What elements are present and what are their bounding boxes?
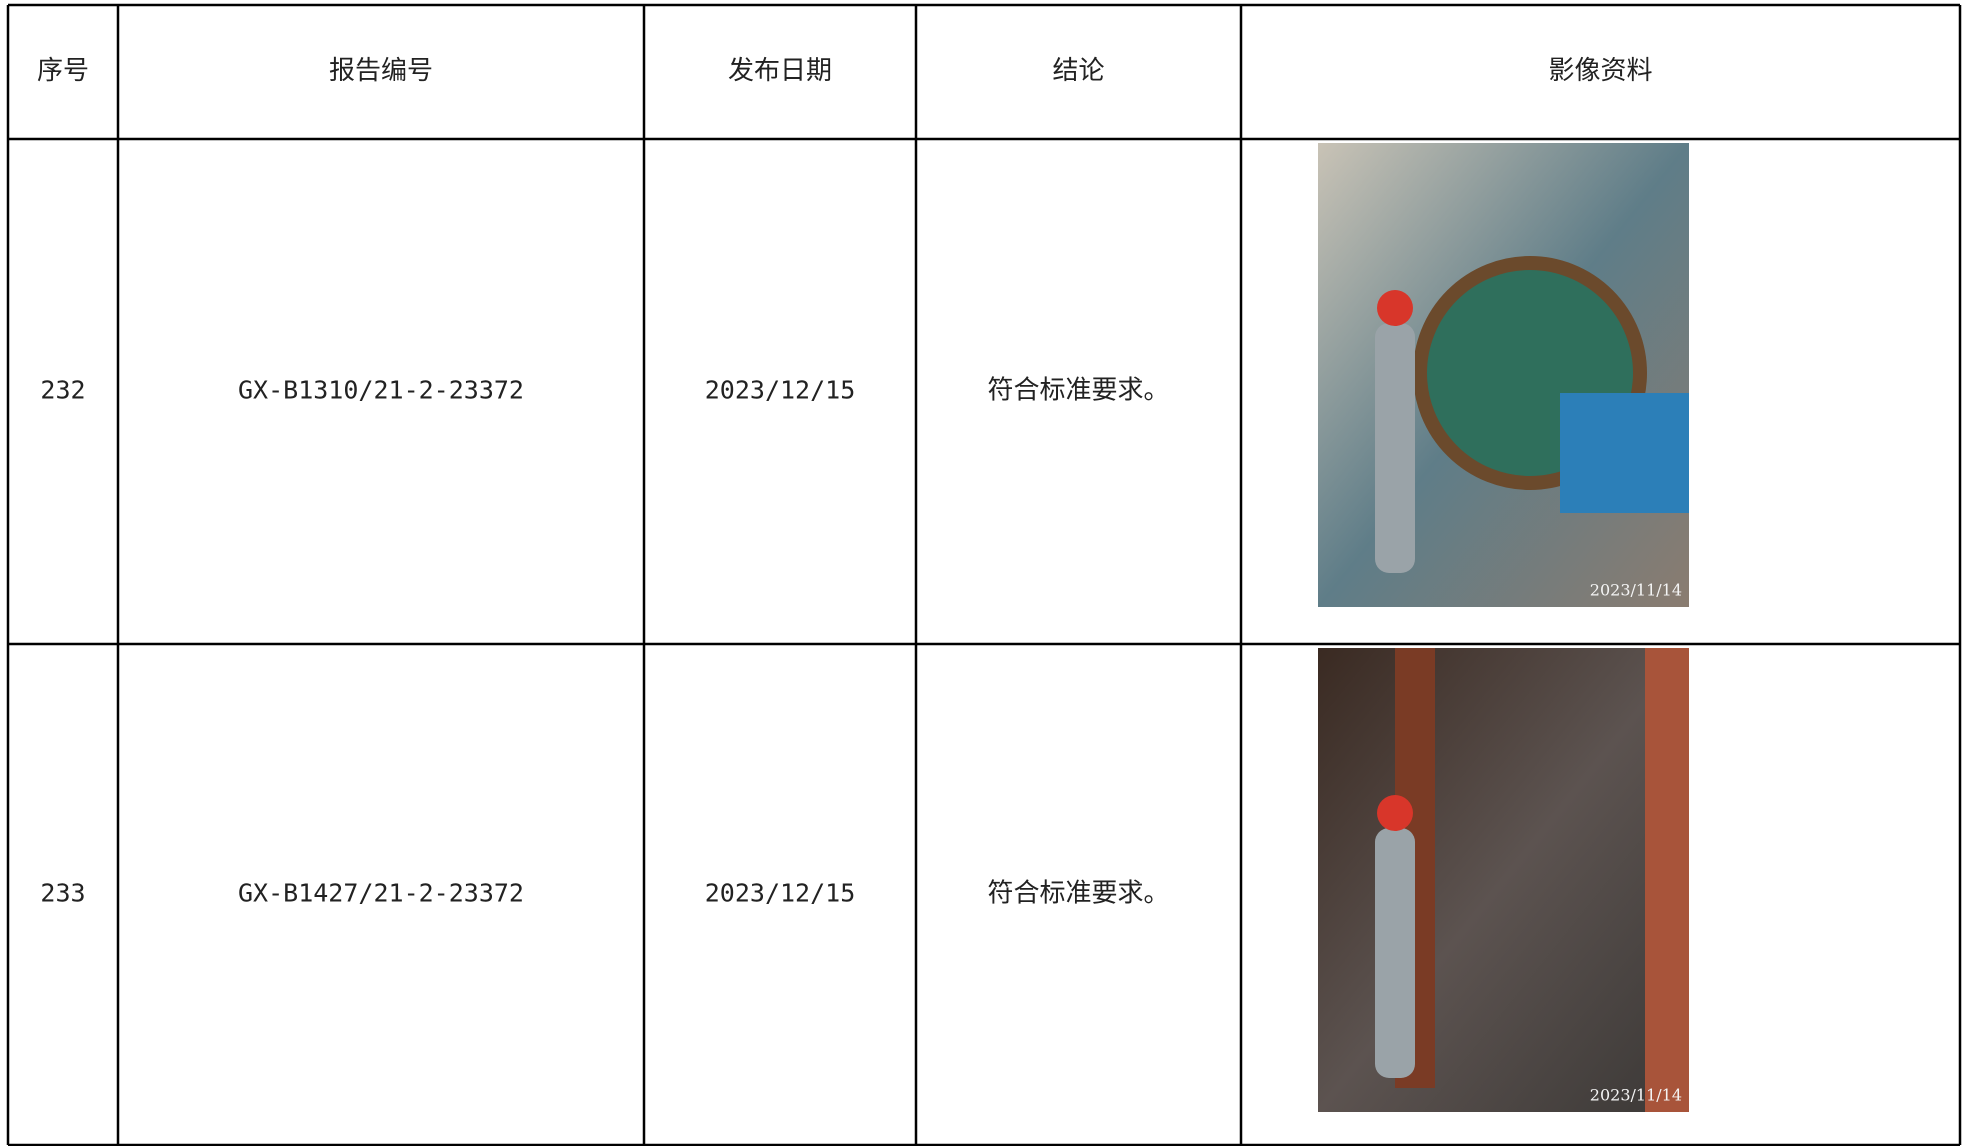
- photo-helmet: [1377, 290, 1413, 326]
- photo-beam: [1645, 648, 1689, 1112]
- photo-machine: [1560, 393, 1689, 513]
- photo-stamp: 2023/11/14: [1590, 581, 1682, 600]
- photo-stamp: 2023/11/14: [1590, 1086, 1682, 1105]
- cell: 2023/12/15: [705, 879, 856, 908]
- photo-helmet: [1377, 795, 1413, 831]
- photo-person: [1375, 323, 1415, 573]
- cell: 符合标准要求。: [987, 376, 1169, 406]
- photo: 2023/11/14: [1318, 648, 1689, 1112]
- cell: GX-B1427/21-2-23372: [238, 879, 524, 908]
- header-cell: 结论: [1052, 56, 1104, 86]
- header-cell: 报告编号: [329, 56, 433, 86]
- photo-person: [1375, 828, 1415, 1078]
- photo-image: [1318, 648, 1689, 1112]
- photo: 2023/11/14: [1318, 143, 1689, 607]
- header-cell: 影像资料: [1548, 56, 1652, 86]
- cell: 2023/12/15: [705, 376, 856, 405]
- cell: 232: [40, 376, 85, 405]
- cell: GX-B1310/21-2-23372: [238, 376, 524, 405]
- cell: 233: [40, 879, 85, 908]
- cell: 符合标准要求。: [987, 879, 1169, 909]
- header-cell: 发布日期: [728, 56, 832, 86]
- header-cell: 序号: [37, 56, 89, 86]
